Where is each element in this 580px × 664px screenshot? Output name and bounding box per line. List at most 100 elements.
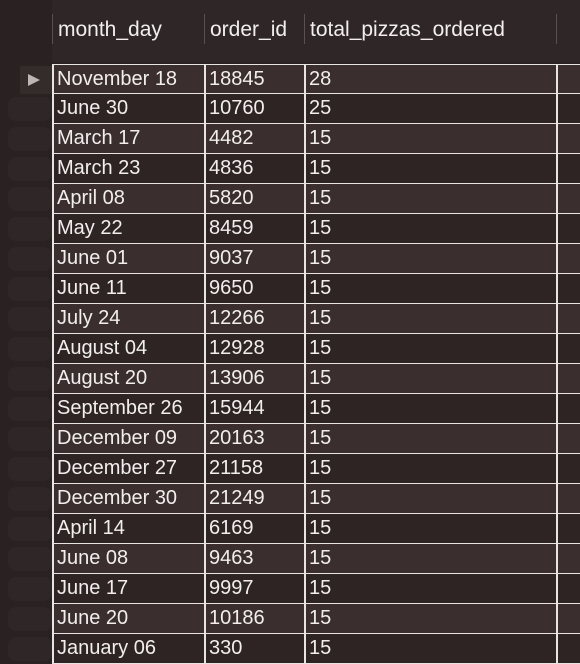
cell-month-day[interactable]: June 08 (57, 547, 129, 569)
cell-total-pizzas-ordered[interactable]: 15 (309, 487, 332, 509)
table-row[interactable]: June 30 10760 25 (52, 94, 580, 124)
cell-total-pizzas-ordered[interactable]: 15 (309, 457, 332, 479)
cell-month-day[interactable]: July 24 (57, 307, 121, 329)
cell-order-id[interactable]: 18845 (209, 68, 265, 90)
cell-order-id[interactable]: 9997 (209, 577, 254, 599)
cell-month-day[interactable]: April 14 (57, 517, 125, 539)
row-gutter-handle[interactable] (8, 517, 52, 541)
table-row[interactable]: June 01 9037 15 (52, 244, 580, 274)
cell-total-pizzas-ordered[interactable]: 15 (309, 127, 332, 149)
cell-month-day[interactable]: March 23 (57, 157, 141, 179)
cell-total-pizzas-ordered[interactable]: 25 (309, 97, 332, 119)
cell-month-day[interactable]: June 30 (57, 97, 129, 119)
row-gutter-handle[interactable] (8, 127, 52, 151)
row-gutter-handle[interactable] (8, 607, 52, 631)
cell-order-id[interactable]: 10760 (209, 97, 265, 119)
table-row[interactable]: July 24 12266 15 (52, 304, 580, 334)
row-gutter-handle[interactable] (8, 217, 52, 241)
cell-total-pizzas-ordered[interactable]: 15 (309, 187, 332, 209)
cell-order-id[interactable]: 330 (209, 637, 243, 659)
cell-order-id[interactable]: 5820 (209, 187, 254, 209)
cell-total-pizzas-ordered[interactable]: 15 (309, 427, 332, 449)
column-header-month-day[interactable]: month_day (58, 18, 162, 41)
table-row[interactable]: November 18 18845 28 (52, 64, 580, 94)
cell-total-pizzas-ordered[interactable]: 15 (309, 367, 332, 389)
row-gutter-handle[interactable] (8, 187, 52, 211)
row-gutter-handle[interactable] (8, 277, 52, 301)
row-gutter-handle[interactable] (8, 157, 52, 181)
cell-total-pizzas-ordered[interactable]: 15 (309, 157, 332, 179)
cell-month-day[interactable]: December 30 (57, 487, 178, 509)
table-row[interactable]: March 17 4482 15 (52, 124, 580, 154)
cell-month-day[interactable]: December 27 (57, 457, 178, 479)
cell-order-id[interactable]: 9463 (209, 547, 254, 569)
table-row[interactable]: August 04 12928 15 (52, 334, 580, 364)
cell-order-id[interactable]: 10186 (209, 607, 265, 629)
cell-total-pizzas-ordered[interactable]: 15 (309, 247, 332, 269)
row-gutter-handle[interactable] (8, 427, 52, 451)
cell-month-day[interactable]: June 17 (57, 577, 129, 599)
cell-month-day[interactable]: March 17 (57, 127, 141, 149)
cell-order-id[interactable]: 20163 (209, 427, 265, 449)
row-gutter-handle[interactable] (8, 487, 52, 511)
header-separator[interactable] (204, 14, 205, 44)
table-row[interactable]: December 30 21249 15 (52, 484, 580, 514)
cell-total-pizzas-ordered[interactable]: 15 (309, 397, 332, 419)
table-row[interactable]: August 20 13906 15 (52, 364, 580, 394)
cell-total-pizzas-ordered[interactable]: 15 (309, 607, 332, 629)
cell-order-id[interactable]: 12928 (209, 337, 265, 359)
cell-month-day[interactable]: August 20 (57, 367, 148, 389)
cell-total-pizzas-ordered[interactable]: 15 (309, 517, 332, 539)
cell-month-day[interactable]: November 18 (57, 68, 178, 90)
cell-total-pizzas-ordered[interactable]: 15 (309, 277, 332, 299)
table-row[interactable]: January 06 330 15 (52, 634, 580, 664)
cell-order-id[interactable]: 6169 (209, 517, 254, 539)
row-gutter-handle[interactable] (8, 247, 52, 271)
table-row[interactable]: June 08 9463 15 (52, 544, 580, 574)
cell-month-day[interactable]: May 22 (57, 217, 123, 239)
row-gutter-handle[interactable] (8, 547, 52, 571)
row-gutter-handle[interactable] (8, 307, 52, 331)
cell-order-id[interactable]: 15944 (209, 397, 265, 419)
cell-month-day[interactable]: January 06 (57, 637, 156, 659)
row-gutter-handle[interactable] (8, 397, 52, 421)
cell-month-day[interactable]: June 20 (57, 607, 129, 629)
table-row[interactable]: June 20 10186 15 (52, 604, 580, 634)
table-row[interactable]: September 26 15944 15 (52, 394, 580, 424)
cell-month-day[interactable]: June 01 (57, 247, 129, 269)
header-separator[interactable] (304, 14, 305, 44)
cell-total-pizzas-ordered[interactable]: 15 (309, 337, 332, 359)
table-row[interactable]: December 27 21158 15 (52, 454, 580, 484)
cell-total-pizzas-ordered[interactable]: 15 (309, 217, 332, 239)
table-row[interactable]: June 17 9997 15 (52, 574, 580, 604)
cell-total-pizzas-ordered[interactable]: 15 (309, 637, 332, 659)
table-row[interactable]: December 09 20163 15 (52, 424, 580, 454)
cell-order-id[interactable]: 4482 (209, 127, 254, 149)
cell-month-day[interactable]: September 26 (57, 397, 183, 419)
table-row[interactable]: March 23 4836 15 (52, 154, 580, 184)
cell-month-day[interactable]: June 11 (57, 277, 127, 299)
cell-order-id[interactable]: 9650 (209, 277, 254, 299)
cell-month-day[interactable]: August 04 (57, 337, 148, 359)
cell-month-day[interactable]: December 09 (57, 427, 178, 449)
cell-order-id[interactable]: 21249 (209, 487, 265, 509)
cell-order-id[interactable]: 21158 (209, 457, 264, 479)
cell-month-day[interactable]: April 08 (57, 187, 125, 209)
cell-order-id[interactable]: 9037 (209, 247, 254, 269)
row-gutter-handle[interactable] (8, 637, 52, 661)
table-row[interactable]: May 22 8459 15 (52, 214, 580, 244)
cell-order-id[interactable]: 12266 (209, 307, 265, 329)
cell-order-id[interactable]: 13906 (209, 367, 265, 389)
row-gutter-handle[interactable] (8, 577, 52, 601)
cell-total-pizzas-ordered[interactable]: 15 (309, 547, 332, 569)
cell-total-pizzas-ordered[interactable]: 28 (309, 68, 332, 90)
header-separator[interactable] (556, 14, 557, 44)
table-row[interactable]: April 14 6169 15 (52, 514, 580, 544)
row-gutter-handle[interactable] (8, 367, 52, 391)
row-gutter-handle[interactable] (8, 97, 52, 121)
cell-total-pizzas-ordered[interactable]: 15 (309, 577, 332, 599)
cell-order-id[interactable]: 4836 (209, 157, 254, 179)
column-header-order-id[interactable]: order_id (210, 18, 288, 41)
column-header-total-pizzas-ordered[interactable]: total_pizzas_ordered (310, 18, 505, 41)
cell-total-pizzas-ordered[interactable]: 15 (309, 307, 332, 329)
